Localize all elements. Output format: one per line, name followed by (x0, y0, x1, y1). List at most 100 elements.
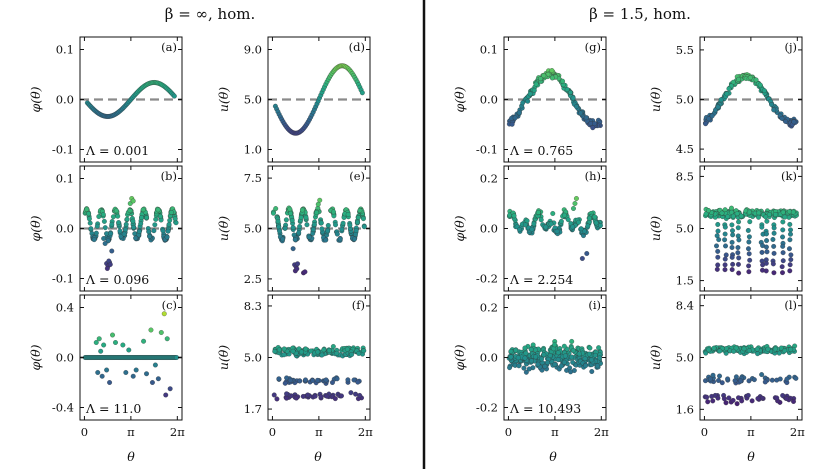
data-point-b-149 (146, 229, 152, 235)
data-point-e-209 (361, 216, 366, 222)
data-point-e-217 (289, 217, 295, 223)
data-point-k-273 (780, 227, 786, 233)
panel-letter-c: (c) (162, 298, 177, 312)
data-point-h-179 (598, 223, 603, 228)
data-point-b-195 (147, 233, 152, 239)
data-point-j-146 (718, 97, 724, 103)
data-point-e-234 (294, 266, 300, 272)
ytick-label-c-0: 0.4 (56, 301, 74, 315)
data-point-c-112 (167, 386, 173, 392)
panel-letter-j: (j) (784, 40, 797, 54)
ytick-label-e-0: 7.5 (244, 171, 262, 185)
data-point-g-159 (573, 104, 579, 109)
data-point-b-146 (138, 221, 144, 227)
data-point-k-233 (736, 255, 742, 261)
data-point-b-187 (123, 221, 129, 227)
ytick-label-f-2: 1.7 (244, 402, 262, 416)
data-point-k-200 (715, 222, 721, 227)
data-point-f-223 (332, 396, 338, 402)
ylabel-g: φ(θ) (452, 86, 467, 112)
data-point-e-196 (275, 218, 281, 224)
data-point-l-123 (782, 348, 788, 354)
data-point-l-137 (788, 346, 794, 352)
data-point-i-317 (552, 362, 558, 367)
data-point-f-225 (339, 393, 344, 399)
data-point-e-170 (355, 215, 361, 220)
data-point-c-93 (110, 332, 115, 338)
data-point-k-221 (729, 239, 735, 245)
data-point-b-171 (122, 227, 128, 233)
data-point-h-162 (529, 226, 535, 232)
data-point-i-299 (555, 357, 561, 363)
data-point-g-118 (549, 68, 555, 73)
x-axis-label-j: θ (747, 449, 755, 464)
ytick-label-i-2: -0.2 (476, 401, 498, 415)
data-point-l-228 (704, 394, 710, 400)
data-point-k-206 (715, 254, 721, 260)
data-point-b-147 (102, 225, 108, 231)
data-point-j-152 (726, 86, 732, 92)
data-point-h-180 (592, 214, 598, 220)
data-point-i-318 (562, 353, 568, 359)
ytick-label-l-2: 1.6 (676, 402, 694, 416)
data-point-c-92 (101, 342, 107, 348)
data-point-b-218 (144, 215, 150, 221)
data-point-i-225 (587, 345, 593, 351)
data-point-h-177 (562, 212, 567, 218)
data-point-k-266 (770, 237, 776, 242)
data-point-l-194 (734, 401, 740, 407)
ytick-label-j-1: 5.0 (676, 93, 694, 107)
data-point-f-130 (344, 346, 350, 352)
data-point-i-290 (513, 347, 519, 353)
data-point-h-183 (511, 213, 517, 219)
panel-letter-i: (i) (588, 298, 601, 312)
data-point-e-195 (288, 210, 293, 216)
data-point-k-265 (771, 230, 777, 236)
data-point-f-218 (274, 396, 280, 402)
data-point-e-236 (302, 269, 308, 275)
data-point-h-195 (550, 211, 556, 216)
data-point-j-164 (706, 116, 712, 122)
ytick-label-h-2: -0.2 (476, 272, 498, 286)
data-point-e-225 (297, 224, 303, 229)
ytick-label-h-0: 0.2 (480, 172, 498, 186)
data-point-k-195 (780, 209, 786, 215)
data-point-c-96 (141, 338, 147, 344)
data-point-h-191 (573, 196, 579, 201)
panel-frame-f (267, 294, 371, 421)
data-point-k-254 (764, 218, 770, 224)
data-point-i-137 (569, 338, 575, 344)
data-point-b-55 (115, 213, 121, 219)
data-point-b-198 (86, 211, 91, 217)
data-point-f-143 (303, 346, 309, 352)
data-point-i-248 (529, 358, 534, 364)
data-point-k-261 (763, 260, 769, 266)
data-point-k-199 (766, 212, 772, 218)
data-point-f-146 (315, 349, 321, 355)
data-point-i-228 (535, 361, 541, 367)
data-point-k-285 (787, 246, 792, 252)
data-point-k-235 (736, 270, 742, 276)
data-point-l-125 (772, 346, 778, 352)
data-point-b-224 (155, 207, 161, 213)
data-point-c-95 (120, 342, 126, 348)
data-point-e-219 (292, 237, 298, 243)
data-point-k-244 (746, 269, 752, 275)
data-point-c-114 (126, 347, 132, 353)
data-point-f-160 (282, 380, 288, 386)
data-point-k-216 (722, 262, 728, 268)
data-point-l-140 (717, 348, 723, 354)
data-point-b-229 (105, 238, 111, 244)
data-point-f-145 (299, 349, 304, 355)
data-point-g-150 (560, 78, 565, 84)
data-point-k-191 (756, 210, 762, 216)
data-point-k-286 (788, 252, 794, 258)
data-point-k-246 (759, 224, 765, 230)
data-point-h-190 (572, 201, 578, 206)
ytick-label-k-2: 1.5 (676, 274, 694, 288)
ytick-label-d-2: 1.0 (244, 143, 262, 157)
data-point-l-188 (707, 376, 713, 382)
panel-letter-d: (d) (349, 40, 365, 54)
lambda-annotation-h: Λ = 2.254 (509, 272, 573, 287)
data-point-l-158 (716, 378, 721, 383)
